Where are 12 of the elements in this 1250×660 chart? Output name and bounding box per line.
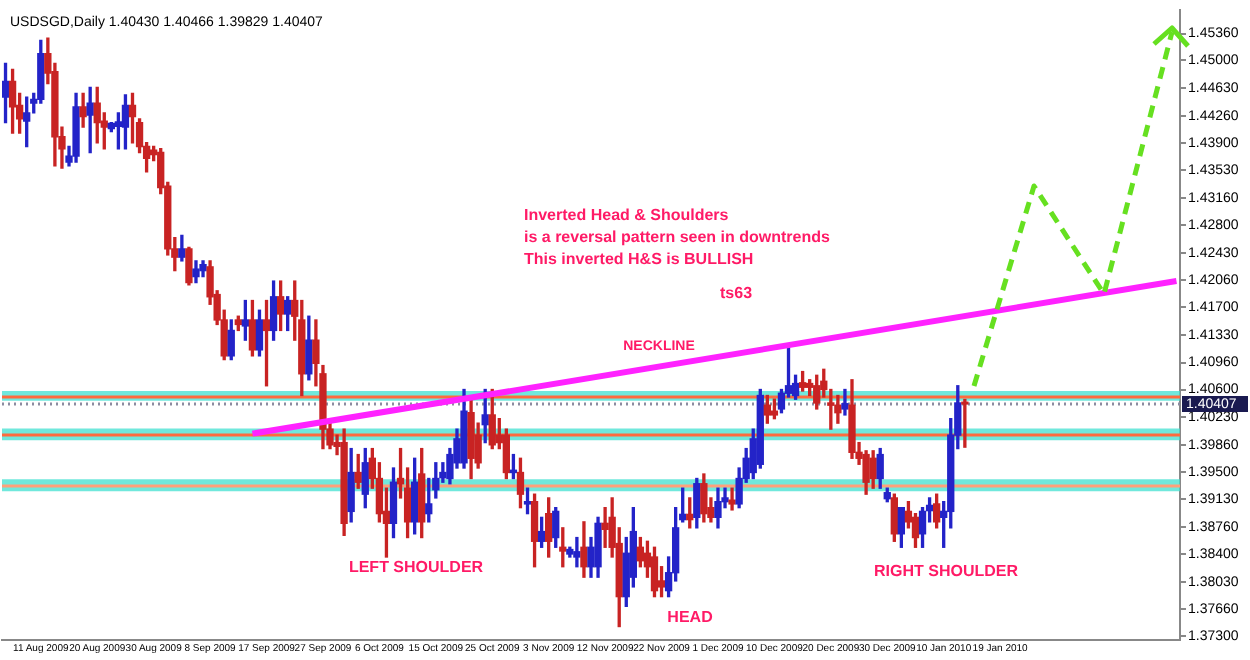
- annotation: LEFT SHOULDER: [348, 558, 484, 577]
- annotation: This inverted H&S is BULLISH: [524, 250, 754, 269]
- annotation: HEAD: [667, 608, 714, 627]
- candlestick: [728, 487, 736, 511]
- candlestick: [601, 506, 609, 548]
- annotation: is a reversal pattern seen in downtrends: [524, 228, 831, 247]
- candlestick: [961, 398, 969, 448]
- annotation: Inverted Head & Shoulders: [524, 206, 730, 225]
- candlestick: [573, 536, 581, 568]
- annotation: ts63: [719, 284, 754, 303]
- candlestick: [841, 388, 849, 416]
- annotation: RIGHT SHOULDER: [874, 562, 1019, 581]
